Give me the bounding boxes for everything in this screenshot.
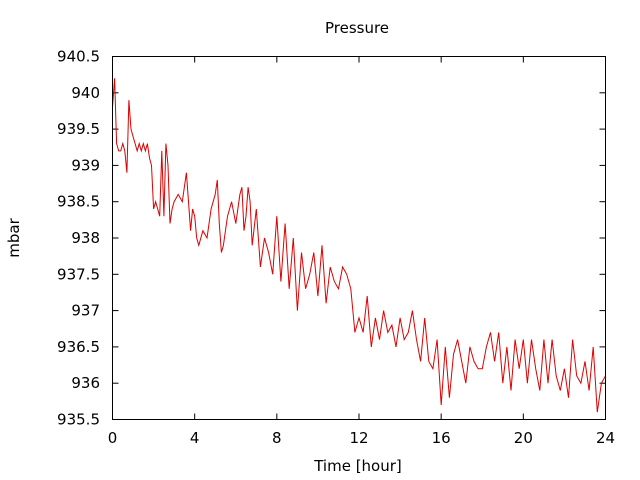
pressure-series-line xyxy=(112,78,606,413)
x-tick-label: 20 xyxy=(514,429,533,447)
plot-frame xyxy=(112,56,606,420)
x-tick-label: 16 xyxy=(432,429,451,447)
x-tick-label: 4 xyxy=(190,429,200,447)
y-tick-label: 936 xyxy=(71,374,100,392)
y-tick-label: 935.5 xyxy=(57,411,100,429)
x-tick-label: 24 xyxy=(596,429,615,447)
axis-ticks: 0 4 8 12 16 20 24 935.5 936 936.5 937 937.5 938 938.5… xyxy=(57,48,615,448)
y-tick-label: 937.5 xyxy=(57,265,100,283)
y-axis-label: mbar xyxy=(5,217,23,257)
y-tick-label: 940 xyxy=(71,84,100,102)
x-tick-label: 0 xyxy=(108,429,118,447)
x-tick-label: 8 xyxy=(272,429,282,447)
y-tick-label: 938 xyxy=(71,229,100,247)
x-axis-label: Time [hour] xyxy=(313,457,402,475)
x-tick-label: 12 xyxy=(349,429,368,447)
series-layer xyxy=(112,78,606,413)
y-tick-label: 936.5 xyxy=(57,338,100,356)
chart-title: Pressure xyxy=(325,19,389,37)
y-tick-label: 937 xyxy=(71,302,100,320)
y-tick-label: 938.5 xyxy=(57,193,100,211)
y-tick-label: 939 xyxy=(71,156,100,174)
y-tick-label: 939.5 xyxy=(57,120,100,138)
y-tick-label: 940.5 xyxy=(57,48,100,66)
